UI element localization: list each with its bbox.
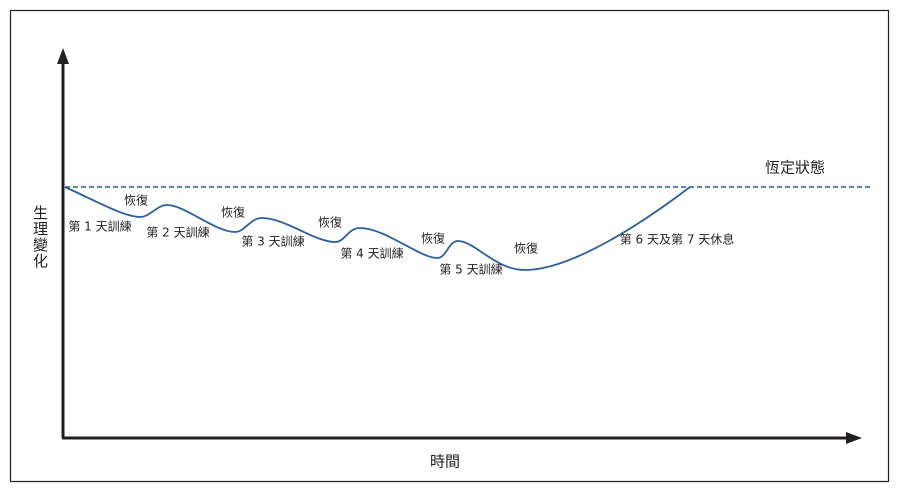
annotation: 第 2 天訓練 (146, 225, 209, 240)
curve (64, 186, 691, 271)
frame (9, 9, 890, 483)
x-axis-label: 時間 (430, 453, 460, 471)
annotation: 第 6 天及第 7 天休息 (620, 232, 735, 247)
annotation: 第 5 天訓練 (439, 262, 502, 277)
annotation: 恢復 (421, 231, 445, 246)
baseline-label: 恆定狀態 (765, 159, 825, 177)
annotation: 恢復 (124, 193, 148, 208)
annotation: 恢復 (514, 241, 538, 256)
annotation: 恢復 (318, 215, 342, 230)
y-axis-label: 生理變化 (31, 205, 49, 269)
y-arrow (57, 48, 69, 64)
annotation: 第 4 天訓練 (340, 246, 403, 261)
annotation: 第 3 天訓練 (241, 234, 304, 249)
annotation: 恢復 (221, 205, 245, 220)
x-arrow (846, 432, 862, 444)
annotation: 第 1 天訓練 (68, 219, 131, 234)
